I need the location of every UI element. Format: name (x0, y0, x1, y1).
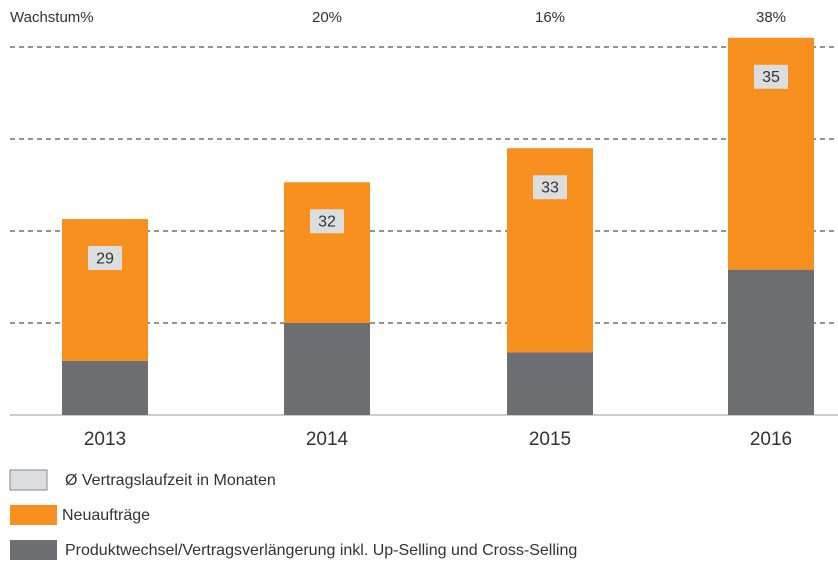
duration-box (310, 209, 344, 234)
legend-label: Ø Vertragslaufzeit in Monaten (65, 472, 276, 489)
growth-label: 38% (756, 9, 786, 26)
legend-swatch (10, 540, 57, 560)
x-tick-label: 2014 (306, 429, 349, 450)
bar-segment (728, 269, 814, 415)
legend-swatch (10, 505, 57, 525)
legend-label: Produktwechsel/Vertragsverlängerung inkl… (65, 542, 577, 559)
duration-label: 32 (318, 213, 336, 230)
duration-label: 35 (762, 69, 780, 86)
x-tick-label: 2016 (750, 429, 792, 450)
bar-segment (284, 323, 370, 415)
duration-box (533, 175, 567, 200)
growth-title: Wachstum% (10, 9, 94, 26)
bar-segment (507, 352, 593, 415)
growth-label: 20% (312, 9, 342, 26)
legend-swatch (9, 469, 48, 491)
x-tick-label: 2013 (84, 429, 126, 450)
duration-label: 33 (541, 179, 559, 196)
growth-label: 16% (535, 9, 565, 26)
bar-segment (62, 219, 148, 361)
duration-box (754, 64, 788, 89)
duration-box (88, 246, 122, 271)
bar-segment (284, 182, 370, 323)
bar-segment (62, 360, 148, 415)
x-tick-label: 2015 (529, 429, 571, 450)
duration-label: 29 (96, 250, 114, 267)
legend-label: Neuaufträge (62, 507, 150, 524)
